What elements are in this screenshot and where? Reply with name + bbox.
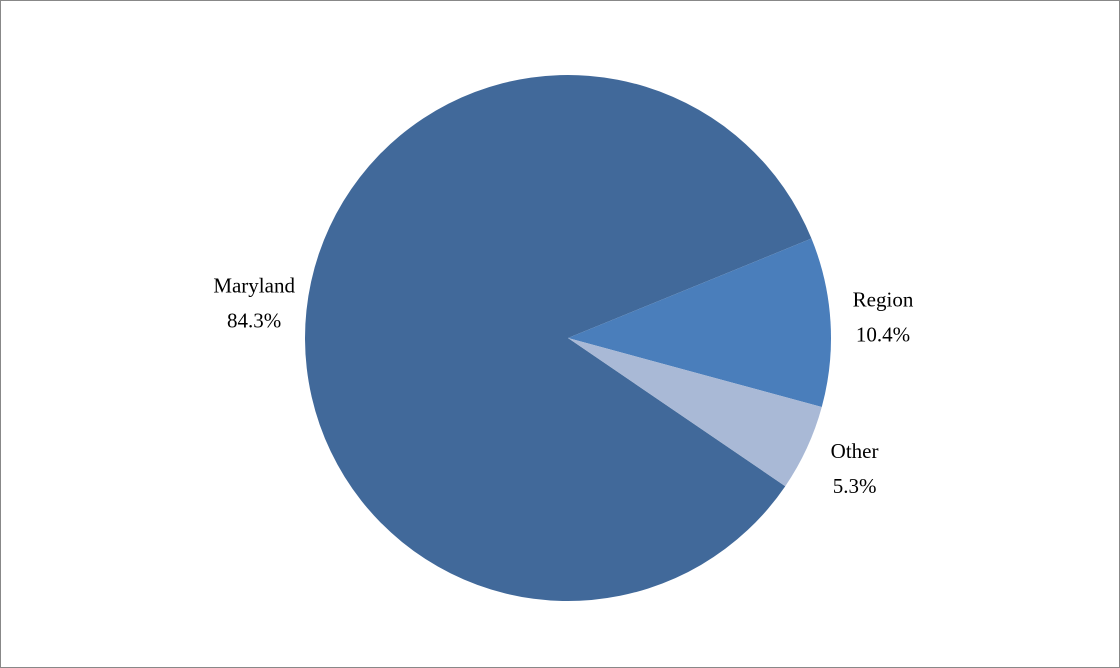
pie-slice — [568, 238, 831, 408]
pie-slice — [305, 74, 812, 601]
pie-slice — [568, 338, 822, 487]
slice-label: Other — [831, 439, 879, 463]
slice-value-label: 5.3% — [833, 474, 877, 498]
slice-label: Maryland — [213, 274, 295, 298]
slice-label: Region — [853, 288, 914, 312]
slice-value-label: 84.3% — [227, 309, 281, 333]
slice-value-label: 10.4% — [856, 323, 910, 347]
